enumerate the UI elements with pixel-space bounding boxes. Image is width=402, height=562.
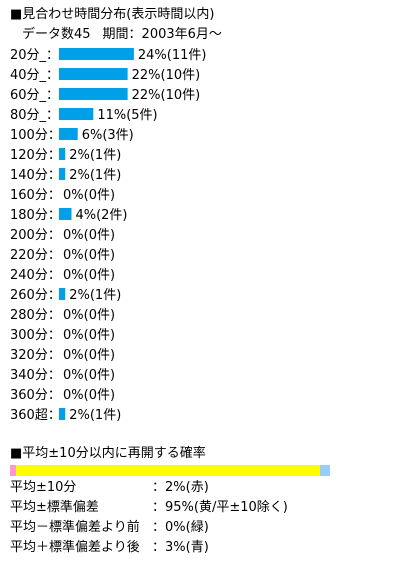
value-label: 2%(1件) (69, 408, 121, 423)
bar (59, 108, 94, 120)
category-label: 140分： (10, 168, 61, 183)
value-label: 0%(0件) (63, 188, 115, 203)
probability-row-label: 平均＋標準偏差より後 (10, 540, 140, 555)
bar (59, 168, 66, 180)
probability-row-label: 平均－標準偏差より前 (10, 520, 140, 535)
category-label: 200分： (10, 228, 61, 243)
category-label: 20分_： (10, 48, 59, 63)
category-label: 60分_： (10, 88, 59, 103)
value-label: 6%(3件) (82, 128, 134, 143)
probability-segment (16, 465, 321, 476)
probability-row: 平均＋標準偏差より後 ：3%(青) (10, 538, 209, 558)
value-label: 0%(0件) (63, 368, 115, 383)
bar (59, 68, 128, 80)
value-label: 0%(0件) (63, 248, 115, 263)
value-label: 0%(0件) (63, 348, 115, 363)
bar (59, 88, 128, 100)
value-label: 22%(10件) (132, 68, 201, 83)
probability-row-value: ：95%(黄/平±10除く) (152, 500, 288, 515)
category-label: 80分_： (10, 108, 59, 123)
category-label: 180分： (10, 208, 61, 223)
bar (59, 208, 72, 220)
value-label: 2%(1件) (69, 168, 121, 183)
value-label: 0%(0件) (63, 328, 115, 343)
category-label: 280分： (10, 308, 61, 323)
category-label: 360超： (10, 408, 61, 423)
data-count: データ数45 (22, 27, 91, 42)
category-label: 240分： (10, 268, 61, 283)
category-label: 160分： (10, 188, 61, 203)
value-label: 24%(11件) (138, 48, 207, 63)
distribution-title: ■見合わせ時間分布(表示時間以内) (10, 7, 215, 22)
value-label: 2%(1件) (69, 288, 121, 303)
probability-row-value: ：2%(赤) (152, 480, 209, 495)
category-label: 340分： (10, 368, 61, 383)
category-label: 320分： (10, 348, 61, 363)
bar (59, 288, 66, 300)
category-label: 260分： (10, 288, 61, 303)
probability-row-value: ：3%(青) (152, 540, 209, 555)
probability-row-value: ：0%(緑) (152, 520, 209, 535)
value-label: 22%(10件) (132, 88, 201, 103)
probability-row: 平均－標準偏差より前 ：0%(緑) (10, 518, 209, 538)
data-info: データ数45 期間：2003年6月～ (22, 26, 222, 44)
category-label: 300分： (10, 328, 61, 343)
probability-segment (320, 465, 330, 476)
probability-row: 平均±標準偏差 ：95%(黄/平±10除く) (10, 498, 288, 518)
probability-segment (10, 465, 17, 476)
value-label: 4%(2件) (75, 208, 127, 223)
value-label: 0%(0件) (63, 268, 115, 283)
value-label: 0%(0件) (63, 388, 115, 403)
probability-bar (10, 465, 330, 476)
probability-row-label: 平均±10分 (10, 480, 77, 495)
probability-row-label: 平均±標準偏差 (10, 500, 99, 515)
category-label: 40分_： (10, 68, 59, 83)
bar (59, 48, 134, 60)
category-label: 360分： (10, 388, 61, 403)
value-label: 11%(5件) (97, 108, 157, 123)
bar (59, 148, 66, 160)
bar (59, 408, 66, 420)
data-period: 期間：2003年6月～ (102, 27, 222, 42)
category-label: 120分： (10, 148, 61, 163)
probability-rows: 平均±10分 ：2%(赤) 平均±標準偏差 ：95%(黄/平±10除く) 平均－標準偏差… (10, 478, 288, 558)
bar (59, 128, 78, 140)
category-label: 220分： (10, 248, 61, 263)
value-label: 2%(1件) (69, 148, 121, 163)
value-label: 0%(0件) (63, 228, 115, 243)
probability-row: 平均±10分 ：2%(赤) (10, 478, 209, 498)
probability-title: ■平均±10分以内に再開する確率 (10, 446, 206, 461)
category-label: 100分： (10, 128, 61, 143)
value-label: 0%(0件) (63, 308, 115, 323)
